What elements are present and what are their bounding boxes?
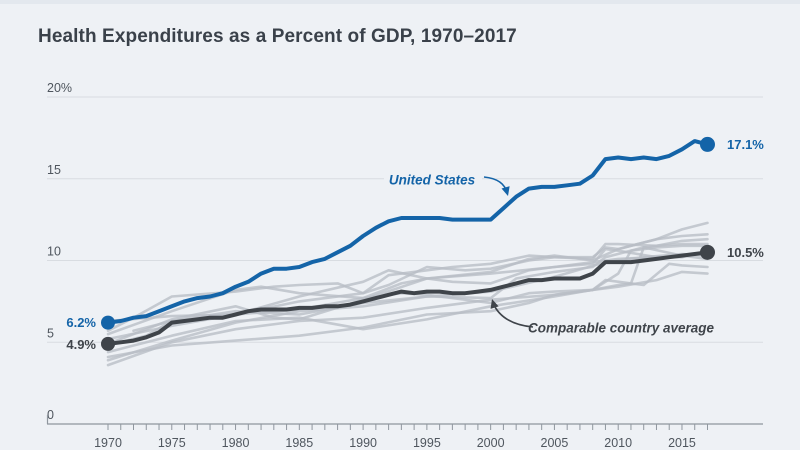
x-axis: 1970 1975 1980 1985 1990 1995 2000 2005 2010 2015 bbox=[94, 424, 708, 450]
x-tick-label: 1970 bbox=[94, 436, 122, 450]
annotation-mask bbox=[384, 170, 482, 189]
series-annotation-label: Comparable country average bbox=[528, 321, 715, 336]
y-tick-label: 0 bbox=[47, 408, 54, 422]
country-line bbox=[106, 262, 709, 359]
y-tick-label: 20% bbox=[47, 81, 72, 95]
x-tick-label: 1980 bbox=[222, 436, 250, 450]
x-tick-label: 2015 bbox=[668, 436, 696, 450]
value-label: 10.5% bbox=[727, 245, 764, 260]
series-annotation-label: United States bbox=[389, 173, 476, 188]
x-tick-label: 1990 bbox=[349, 436, 377, 450]
value-label: 17.1% bbox=[727, 137, 764, 152]
y-tick-label: 15 bbox=[47, 163, 61, 177]
x-tick-label: 2010 bbox=[604, 436, 632, 450]
end-dot bbox=[699, 244, 715, 260]
annotation-arrowhead bbox=[490, 299, 499, 309]
value-label: 6.2% bbox=[66, 315, 96, 330]
annotation-mask bbox=[528, 318, 716, 337]
x-tick-label: 2005 bbox=[541, 436, 569, 450]
x-tick-label: 2000 bbox=[477, 436, 505, 450]
chart-title: Health Expenditures as a Percent of GDP,… bbox=[38, 26, 517, 47]
value-label: 4.9% bbox=[66, 337, 96, 352]
y-gridlines: 20% 15 10 5 0 bbox=[46, 81, 763, 425]
y-tick-label: 10 bbox=[47, 245, 61, 259]
x-tick-label: 1975 bbox=[158, 436, 186, 450]
average-line bbox=[106, 250, 710, 346]
country-line bbox=[106, 270, 709, 367]
x-tick-label: 1985 bbox=[285, 436, 313, 450]
end-dot bbox=[699, 136, 715, 152]
x-tick-label: 1995 bbox=[413, 436, 441, 450]
us-line bbox=[106, 139, 710, 325]
start-dot bbox=[101, 315, 115, 330]
y-tick-label: 5 bbox=[47, 326, 54, 340]
annotation-arrowhead bbox=[501, 186, 510, 196]
start-dot bbox=[101, 336, 115, 351]
top-accent-strip bbox=[0, 0, 800, 4]
country-line bbox=[106, 237, 709, 333]
